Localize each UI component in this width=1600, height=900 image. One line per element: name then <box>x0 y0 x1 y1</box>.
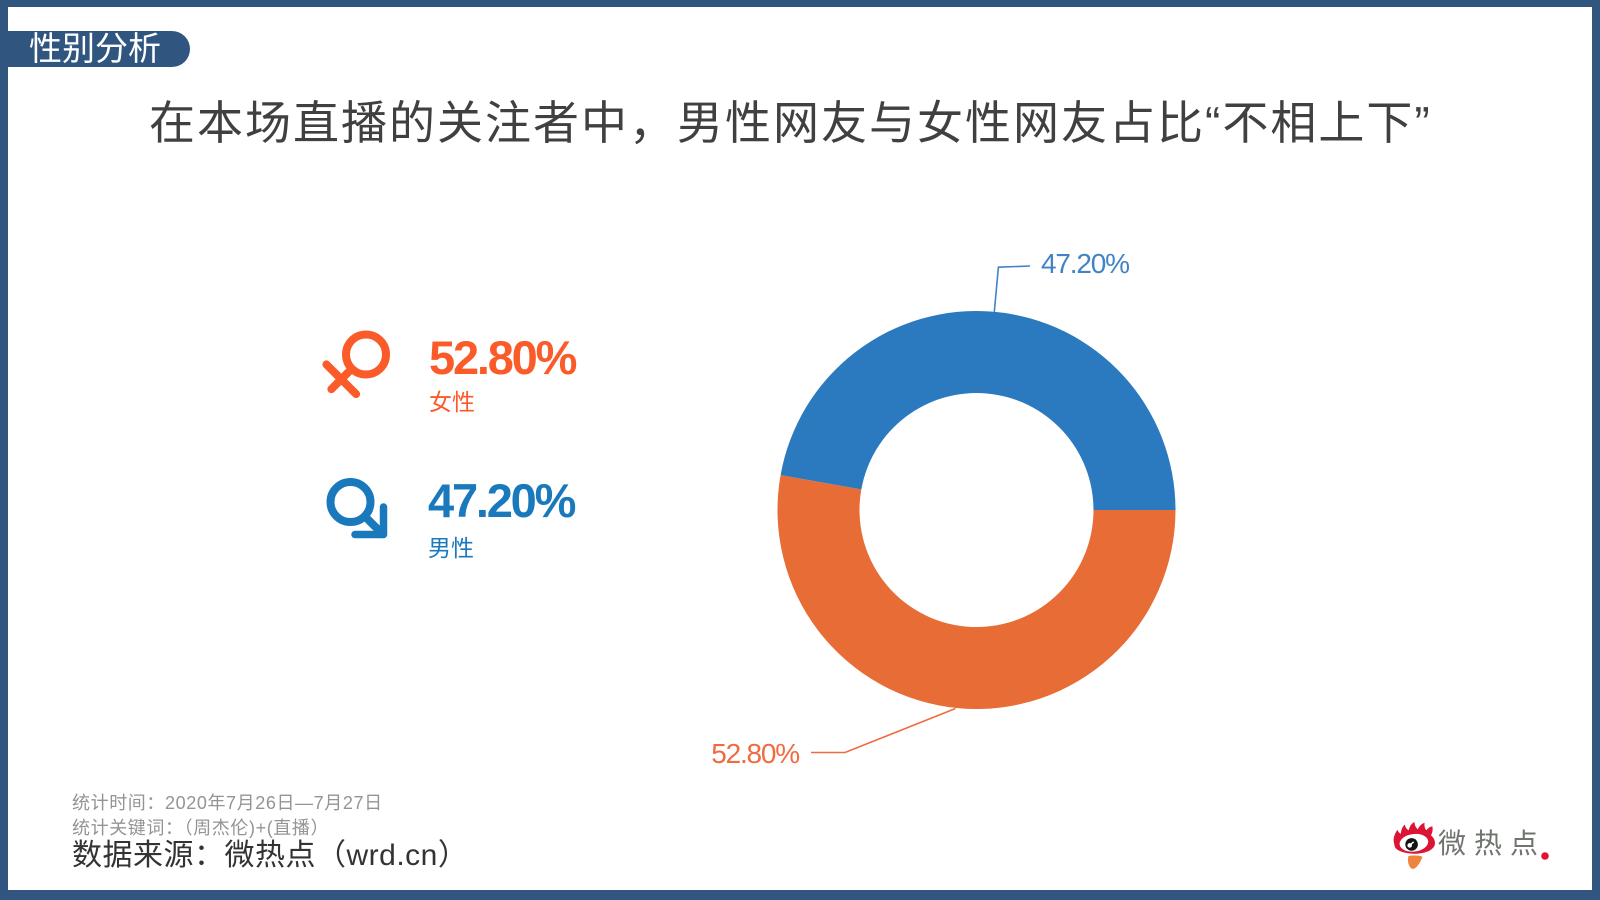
svg-text:微热点: 微热点 <box>1438 828 1546 859</box>
